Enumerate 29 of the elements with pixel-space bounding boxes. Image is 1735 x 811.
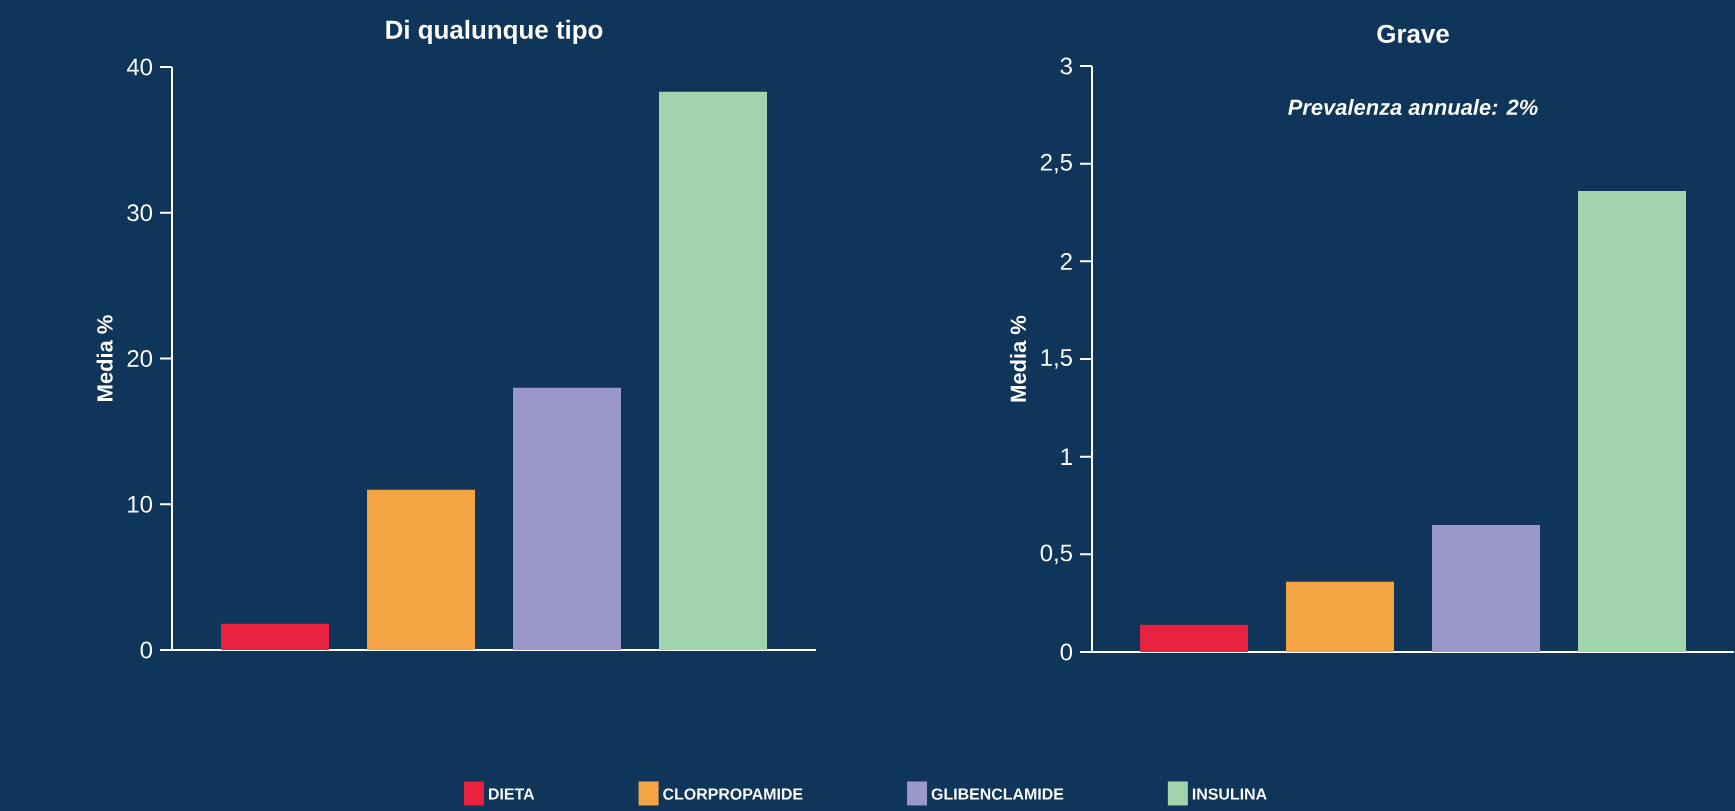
bar: [659, 91, 768, 650]
bar: [1432, 525, 1541, 652]
y-tick-label: 0: [140, 641, 153, 659]
chart-title: Di qualunque tipo: [386, 19, 603, 44]
text: Prevalenza annuale: 2%: [1288, 98, 1538, 116]
y-axis-title: Media %: [1009, 315, 1027, 402]
bar: [1140, 624, 1249, 652]
bar: [1286, 581, 1395, 652]
y-tick-label: 2,5: [1040, 153, 1072, 174]
bar: [221, 623, 330, 650]
chart-title: Grave: [1377, 24, 1449, 43]
y-tick-label: 0: [1060, 643, 1073, 661]
y-tick-label: 2: [1060, 252, 1072, 270]
y-tick-label: 10: [128, 495, 153, 513]
y-tick-label: 20: [127, 350, 153, 367]
legend-label: INSULINA: [1192, 788, 1267, 800]
bar: [513, 387, 622, 650]
y-tick-label: 1: [1061, 448, 1072, 465]
y-tick-label: 0,5: [1040, 544, 1072, 565]
y-axis-title: Media %: [96, 315, 113, 401]
bar: [1578, 191, 1687, 652]
y-tick-label: 3: [1060, 57, 1072, 75]
legend-label: DIETA: [489, 788, 535, 800]
y-tick-label: 30: [127, 204, 153, 222]
y-tick-label: 1,5: [1041, 349, 1072, 369]
legend-label: GLIBENCLAMIDE: [931, 788, 1064, 800]
legend-label: CLORPROPAMIDE: [663, 788, 803, 800]
bar: [367, 489, 476, 650]
y-tick-label: 40: [126, 58, 153, 76]
